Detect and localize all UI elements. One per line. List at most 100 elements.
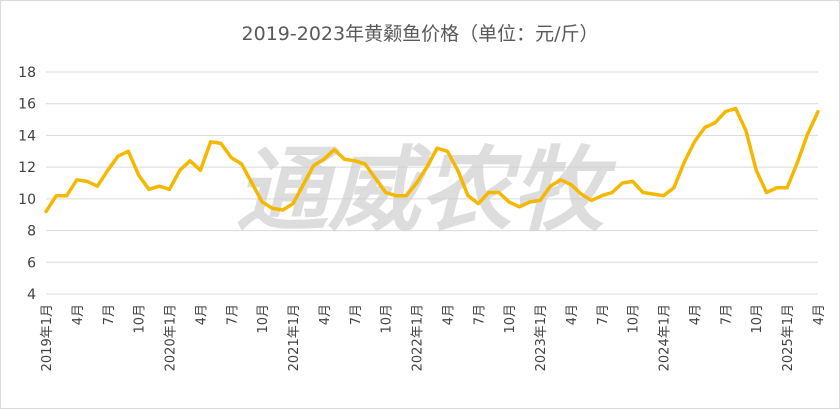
data-point bbox=[405, 194, 408, 197]
data-point bbox=[322, 158, 325, 161]
data-point bbox=[384, 191, 387, 194]
x-tick-label: 7月 bbox=[349, 304, 364, 325]
x-tick-label: 4月 bbox=[688, 304, 703, 325]
x-tick-label: 2024年1月 bbox=[658, 304, 673, 371]
data-point bbox=[281, 208, 284, 211]
data-point bbox=[199, 169, 202, 172]
y-tick-label: 12 bbox=[18, 160, 36, 176]
y-tick-label: 8 bbox=[27, 224, 36, 240]
data-point bbox=[590, 199, 593, 202]
data-point bbox=[363, 162, 366, 165]
data-point bbox=[96, 185, 99, 188]
data-point bbox=[477, 202, 480, 205]
x-tick-label: 7月 bbox=[596, 304, 611, 325]
x-tick-label: 10月 bbox=[503, 304, 518, 334]
data-point bbox=[230, 156, 233, 159]
data-point bbox=[786, 186, 789, 189]
grid-lines bbox=[46, 71, 818, 295]
axes: 4 6 8 10 12 14 16 18 2019年1月 4月 7月 10月 2020年1月 4月 7月 10… bbox=[18, 65, 827, 371]
data-point bbox=[250, 181, 253, 184]
data-point bbox=[693, 140, 696, 143]
data-point bbox=[538, 199, 541, 202]
x-tick-label: 4月 bbox=[194, 304, 209, 325]
data-point bbox=[703, 126, 706, 129]
y-tick-label: 16 bbox=[18, 97, 36, 113]
data-point bbox=[744, 129, 747, 132]
data-point bbox=[178, 169, 181, 172]
data-point bbox=[415, 181, 418, 184]
x-tick-label: 10月 bbox=[627, 304, 642, 334]
data-point bbox=[528, 200, 531, 203]
data-point bbox=[65, 194, 68, 197]
data-point bbox=[559, 178, 562, 181]
x-tick-label: 4月 bbox=[441, 304, 456, 325]
data-point bbox=[713, 121, 716, 124]
data-point bbox=[147, 188, 150, 191]
data-point bbox=[600, 194, 603, 197]
chart-title: 2019-2023年黄颡鱼价格（单位：元/斤） bbox=[242, 23, 599, 45]
y-tick-label: 10 bbox=[18, 192, 36, 208]
data-point bbox=[508, 200, 511, 203]
data-point bbox=[775, 186, 778, 189]
x-tick-label: 10月 bbox=[380, 304, 395, 334]
data-point bbox=[569, 183, 572, 186]
x-tick-label: 4月 bbox=[812, 304, 827, 325]
data-point bbox=[497, 191, 500, 194]
data-point bbox=[158, 185, 161, 188]
data-point bbox=[672, 186, 675, 189]
data-point bbox=[137, 173, 140, 176]
data-point bbox=[765, 191, 768, 194]
data-point bbox=[580, 193, 583, 196]
x-tick-label: 4月 bbox=[565, 304, 580, 325]
data-point bbox=[631, 180, 634, 183]
data-point bbox=[116, 154, 119, 157]
data-point bbox=[106, 169, 109, 172]
x-tick-label: 10月 bbox=[256, 304, 271, 334]
data-point bbox=[240, 162, 243, 165]
data-point bbox=[127, 150, 130, 153]
data-point bbox=[219, 142, 222, 145]
data-point bbox=[353, 159, 356, 162]
x-tick-label: 2020年1月 bbox=[164, 304, 179, 371]
data-point bbox=[44, 210, 47, 213]
y-tick-label: 4 bbox=[27, 287, 36, 303]
data-point bbox=[189, 159, 192, 162]
series-line bbox=[44, 106, 820, 214]
data-point bbox=[755, 169, 758, 172]
x-tick-label: 2019年1月 bbox=[40, 304, 55, 371]
data-point bbox=[611, 191, 614, 194]
data-point bbox=[75, 178, 78, 181]
data-point bbox=[796, 161, 799, 164]
data-point bbox=[734, 107, 737, 110]
x-tick-label: 2025年1月 bbox=[781, 304, 796, 371]
data-point bbox=[549, 185, 552, 188]
x-tick-label: 7月 bbox=[472, 304, 487, 325]
x-tick-label: 10月 bbox=[133, 304, 148, 334]
x-tick-label: 7月 bbox=[225, 304, 240, 325]
data-point bbox=[641, 191, 644, 194]
y-tick-label: 18 bbox=[18, 65, 36, 81]
data-point bbox=[312, 164, 315, 167]
data-point bbox=[291, 202, 294, 205]
data-point bbox=[456, 169, 459, 172]
y-tick-label: 6 bbox=[27, 255, 36, 271]
data-point bbox=[425, 166, 428, 169]
x-tick-label: 10月 bbox=[750, 304, 765, 334]
data-point bbox=[209, 140, 212, 143]
data-point bbox=[662, 194, 665, 197]
data-point bbox=[333, 148, 336, 151]
data-point bbox=[487, 191, 490, 194]
data-point bbox=[55, 194, 58, 197]
x-tick-label: 4月 bbox=[318, 304, 333, 325]
data-point bbox=[271, 207, 274, 210]
x-tick-label: 2021年1月 bbox=[287, 304, 302, 371]
data-point bbox=[302, 183, 305, 186]
data-point bbox=[518, 205, 521, 208]
y-tick-label: 14 bbox=[18, 128, 36, 144]
data-point bbox=[261, 200, 264, 203]
data-point bbox=[806, 132, 809, 135]
data-point bbox=[86, 180, 89, 183]
data-point bbox=[683, 161, 686, 164]
